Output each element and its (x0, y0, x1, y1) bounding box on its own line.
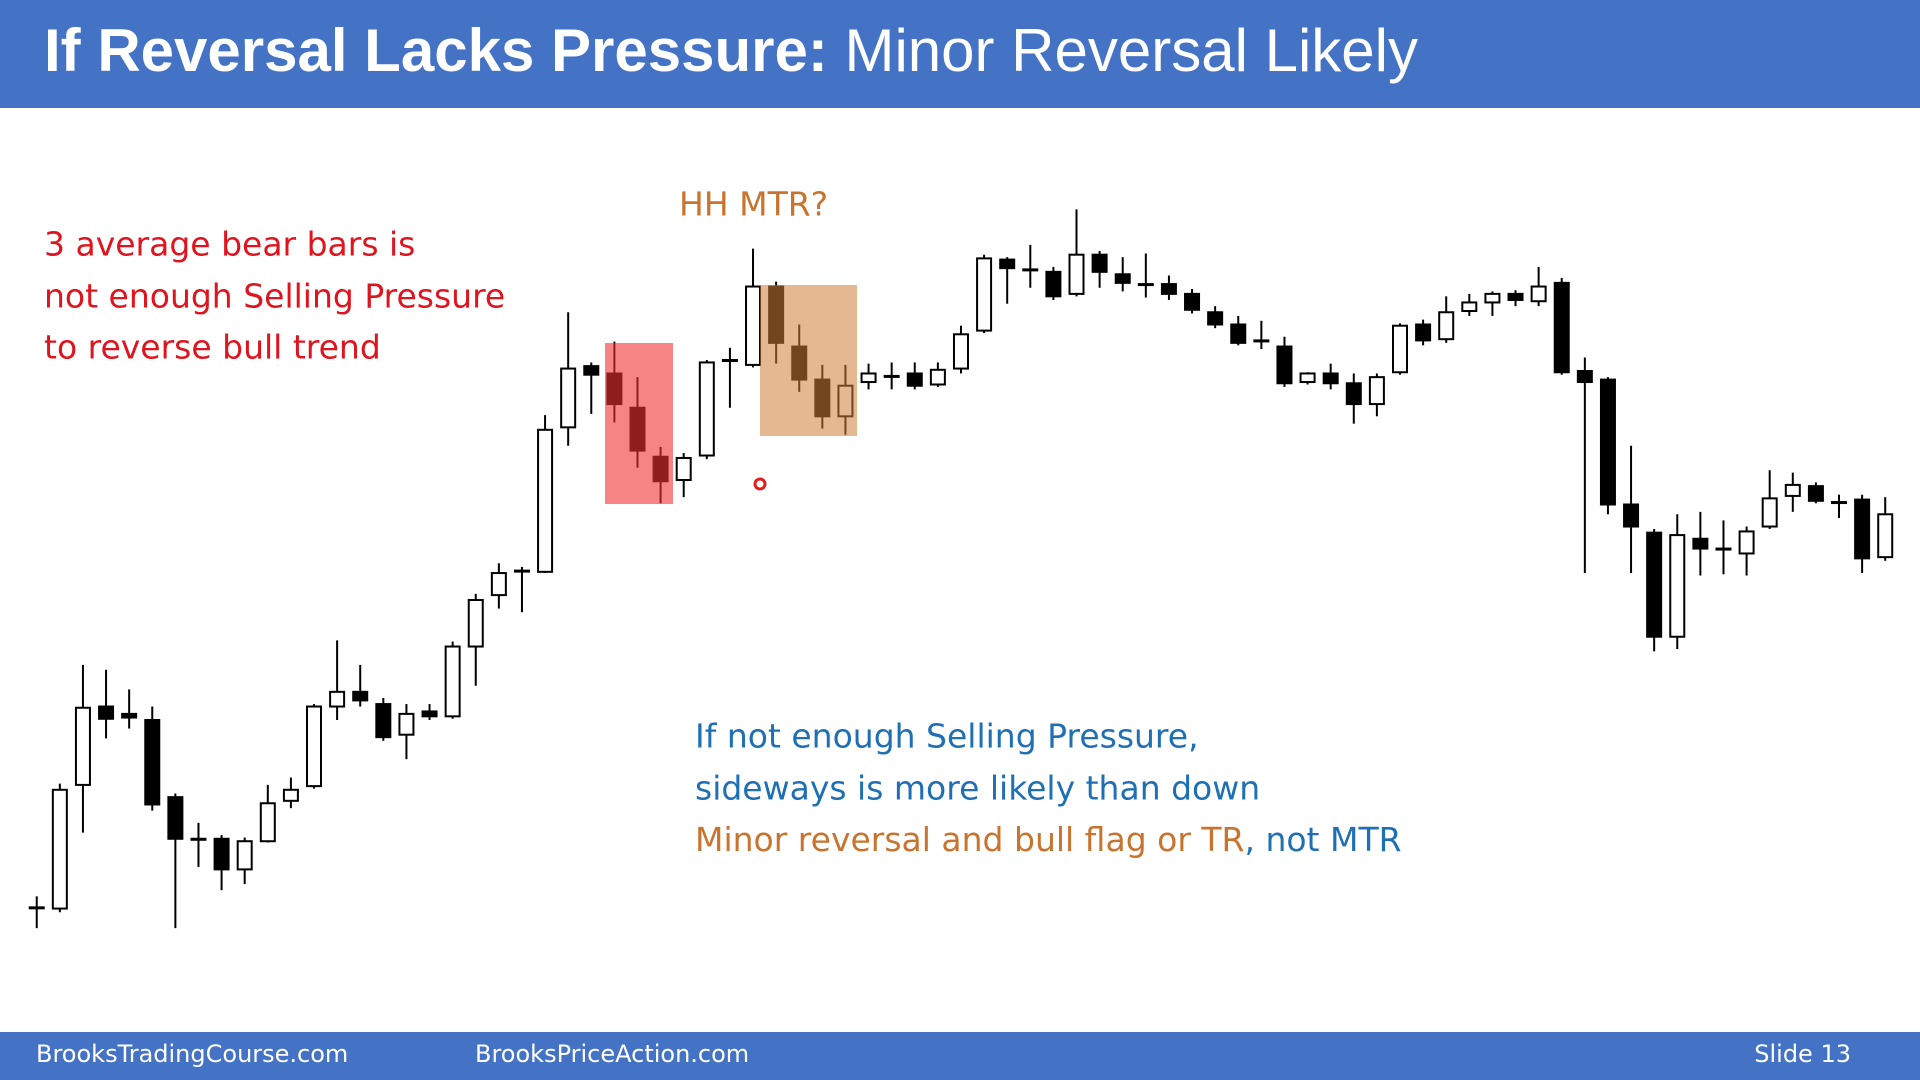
candle-body (282, 788, 299, 802)
candle-body (1692, 537, 1709, 550)
candle-body (1045, 270, 1062, 298)
candle-body (444, 645, 461, 718)
candle-body (583, 365, 600, 376)
candle-body (1646, 531, 1663, 638)
candle-body (421, 710, 438, 718)
footer-left: BrooksTradingCourse.com (36, 1040, 348, 1068)
candle-body (1160, 283, 1177, 295)
candle-body (1738, 530, 1755, 555)
candle-body (721, 359, 738, 362)
candle-body (1114, 273, 1131, 284)
candle-body (952, 333, 969, 370)
left-note: to reverse bull trend (44, 328, 381, 367)
top-note: HH MTR? (679, 185, 828, 224)
candle-body (1253, 339, 1270, 343)
candle-body (1415, 323, 1432, 342)
candle-body (51, 788, 68, 910)
candle-body (1669, 534, 1686, 638)
candle-body (1530, 285, 1547, 303)
bottom-orange: Minor reversal and bull flag or TR (695, 820, 1244, 859)
candle-body (213, 837, 230, 871)
candle-body (745, 285, 762, 366)
candle-body (167, 796, 184, 840)
footer-middle: BrooksPriceAction.com (475, 1040, 749, 1068)
footer-band (0, 1032, 1920, 1080)
candle-body (976, 257, 993, 332)
candle-body (1438, 311, 1455, 341)
candle-body (1391, 324, 1408, 374)
candle-body (98, 705, 115, 720)
candle-body (1022, 268, 1039, 272)
candle-body (236, 840, 253, 871)
candle-body (1299, 372, 1316, 384)
candle-body (1230, 323, 1247, 344)
candle-body (1599, 378, 1616, 506)
candle-body (1137, 283, 1154, 287)
candle-body (1091, 253, 1108, 273)
candle-body (1345, 382, 1362, 406)
candle-body (329, 690, 346, 708)
candle-body (1184, 292, 1201, 311)
candle-body (398, 712, 415, 736)
bottom-note: If not enough Selling Pressure, (695, 717, 1199, 756)
candle-body (1276, 345, 1293, 385)
candle-body (675, 456, 692, 482)
bottom-note: Minor reversal and bull flag or TR, not … (695, 820, 1402, 859)
candle-body (190, 837, 207, 841)
candle-body (1507, 292, 1524, 302)
candle-body (929, 368, 946, 386)
left-note: not enough Selling Pressure (44, 277, 505, 316)
candle-body (375, 703, 392, 739)
candle-body (352, 690, 369, 702)
candle-body (906, 372, 923, 387)
bear-bars-highlight (605, 343, 673, 504)
candle-body (1784, 483, 1801, 497)
bottom-note: sideways is more likely than down (695, 769, 1260, 808)
candle-body (1877, 513, 1894, 559)
candle-body (1068, 253, 1085, 295)
candle-body (1576, 370, 1593, 384)
candle-body (860, 372, 877, 384)
candle-body (28, 906, 45, 910)
candle-body (537, 428, 554, 573)
left-note: 3 average bear bars is (44, 225, 415, 264)
candle-body (1807, 485, 1824, 502)
candle-body (1623, 503, 1640, 528)
candle-body (1484, 292, 1501, 304)
candle-body (74, 706, 91, 786)
candle-body (1553, 281, 1570, 374)
bottom-blue: , not MTR (1244, 820, 1401, 859)
slide-title: If Reversal Lacks Pressure: Minor Revers… (44, 17, 1418, 84)
candle-body (259, 802, 276, 843)
candle-body (1461, 301, 1478, 313)
candle-body (1854, 498, 1871, 560)
candle-body (490, 572, 507, 597)
candle-body (121, 712, 138, 719)
candle-body (1207, 311, 1224, 326)
mtr-highlight (760, 285, 857, 436)
candle-body (1831, 501, 1848, 505)
candle-body (1368, 376, 1385, 406)
candle-body (513, 569, 530, 573)
candle-body (306, 705, 323, 788)
footer-right: Slide 13 (1754, 1040, 1851, 1068)
candle-body (467, 599, 484, 648)
candle-body (698, 361, 715, 457)
candle-body (999, 258, 1016, 270)
candle-body (1761, 497, 1778, 528)
header-band (0, 0, 1920, 108)
candle-body (1322, 372, 1339, 385)
title-bold: If Reversal Lacks Pressure: (44, 17, 828, 84)
candle-body (560, 367, 577, 429)
title-rest: Minor Reversal Likely (828, 17, 1418, 84)
cursor (753, 477, 767, 491)
candle-body (883, 374, 900, 378)
candle-body (144, 719, 161, 806)
candle-body (1715, 547, 1732, 551)
